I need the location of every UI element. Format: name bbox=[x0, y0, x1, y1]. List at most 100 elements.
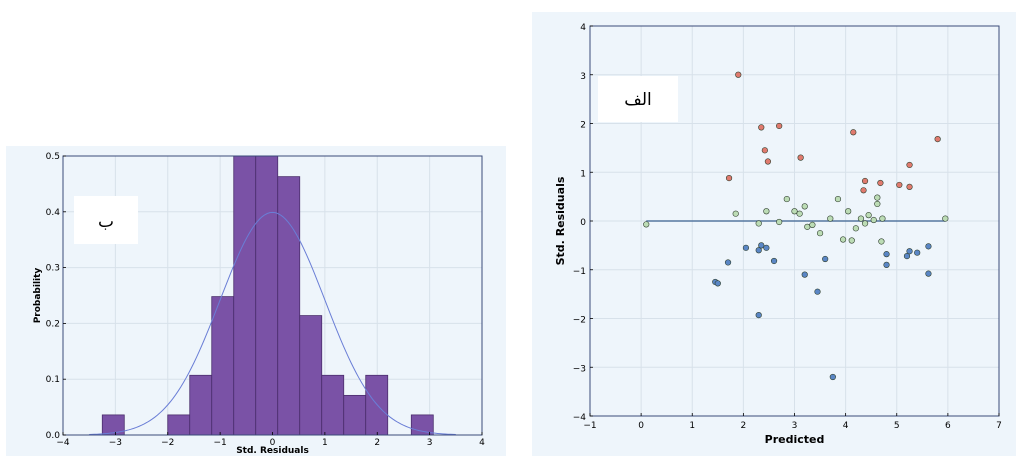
data-point bbox=[725, 175, 733, 182]
x-tick-label: 4 bbox=[479, 438, 485, 448]
data-point bbox=[776, 122, 783, 130]
histogram-bar bbox=[189, 374, 213, 436]
data-point bbox=[814, 288, 821, 295]
data-point bbox=[878, 238, 885, 245]
y-tick-label: −4 bbox=[573, 413, 587, 423]
y-tick-label: 0.2 bbox=[46, 319, 60, 329]
data-point bbox=[758, 242, 765, 249]
data-point bbox=[877, 179, 884, 187]
x-tick-label: −1 bbox=[213, 438, 226, 448]
histogram-panel: −4 −3 −2 −1 0 1 2 3 4 0.0 0.1 0.2 0.3 0.4 0.5 Std. Re… bbox=[6, 146, 506, 456]
y-tick-label: 0.5 bbox=[46, 152, 60, 162]
data-point bbox=[839, 236, 847, 243]
data-point bbox=[796, 210, 803, 217]
data-point bbox=[860, 187, 867, 194]
x-tick-label: 4 bbox=[843, 421, 849, 431]
data-point bbox=[883, 261, 890, 268]
data-point bbox=[783, 195, 790, 203]
x-tick-label: 5 bbox=[894, 421, 900, 431]
histogram-bar bbox=[211, 296, 235, 436]
data-point bbox=[906, 161, 913, 169]
histogram-bar bbox=[343, 394, 367, 436]
x-tick-label: −1 bbox=[583, 421, 596, 431]
x-tick-label: 0 bbox=[270, 438, 276, 448]
data-point bbox=[906, 183, 913, 190]
x-tick-label: 1 bbox=[689, 421, 695, 431]
y-tick-label: −1 bbox=[573, 267, 586, 277]
x-tick-label: −2 bbox=[161, 438, 174, 448]
data-point bbox=[883, 251, 890, 258]
data-point bbox=[791, 208, 798, 215]
histogram-bar bbox=[321, 374, 345, 436]
data-point bbox=[732, 210, 739, 217]
y-tick-label: 0.0 bbox=[46, 431, 61, 441]
y-tick-label: 0 bbox=[580, 218, 586, 228]
data-point bbox=[742, 244, 750, 251]
y-tick-label: −3 bbox=[573, 364, 586, 374]
x-axis-label: Predicted bbox=[765, 433, 825, 446]
data-point bbox=[914, 249, 921, 256]
data-point bbox=[845, 208, 852, 215]
histogram-bar bbox=[255, 155, 279, 436]
data-point bbox=[758, 124, 765, 131]
histogram-bar bbox=[167, 414, 191, 436]
data-point bbox=[755, 311, 762, 319]
data-point bbox=[816, 230, 824, 237]
x-tick-label: 6 bbox=[945, 421, 951, 431]
data-point bbox=[834, 195, 842, 203]
data-point bbox=[857, 215, 865, 222]
data-point bbox=[809, 221, 816, 228]
y-tick-label: 1 bbox=[580, 169, 586, 179]
data-point bbox=[861, 220, 869, 227]
panel-tag-label: الف bbox=[624, 90, 652, 110]
data-point bbox=[801, 203, 808, 210]
data-point bbox=[724, 259, 732, 266]
data-point bbox=[925, 243, 932, 250]
data-point bbox=[942, 215, 949, 222]
x-tick-label: −3 bbox=[109, 438, 122, 448]
data-point bbox=[804, 223, 811, 230]
histogram-bar bbox=[410, 414, 434, 436]
x-tick-label: 1 bbox=[322, 438, 328, 448]
data-point bbox=[829, 373, 836, 381]
scatter-panel: −1 0 1 2 3 4 5 6 7 −4 −3 −2 −1 0 1 2 3 4 Predicted Std. … bbox=[532, 12, 1016, 456]
data-point bbox=[874, 194, 881, 201]
data-point bbox=[925, 270, 932, 277]
x-tick-label: 2 bbox=[741, 421, 747, 431]
x-tick-label: 2 bbox=[374, 438, 380, 448]
y-tick-label: 0.3 bbox=[46, 264, 60, 274]
data-point bbox=[906, 248, 913, 255]
data-point bbox=[761, 147, 768, 154]
data-point bbox=[822, 255, 829, 263]
y-axis-label: Std. Residuals bbox=[554, 176, 567, 265]
data-point bbox=[801, 271, 808, 278]
data-point bbox=[755, 220, 762, 227]
scatter-chart: −1 0 1 2 3 4 5 6 7 −4 −3 −2 −1 0 1 2 3 4 Predicted Std. … bbox=[532, 12, 1016, 456]
x-tick-label: −4 bbox=[56, 438, 70, 448]
data-point bbox=[714, 280, 721, 287]
data-point bbox=[755, 247, 762, 254]
y-tick-label: 2 bbox=[580, 121, 586, 131]
y-tick-label: 0.1 bbox=[46, 375, 60, 385]
data-point bbox=[865, 212, 872, 219]
panel-tag-box bbox=[74, 196, 138, 244]
panel-tag-label: ب bbox=[98, 212, 114, 232]
x-tick-label: 0 bbox=[638, 421, 644, 431]
data-point bbox=[770, 257, 778, 265]
normal-curve bbox=[89, 211, 456, 436]
data-point bbox=[827, 215, 834, 222]
histogram-bar bbox=[365, 374, 389, 436]
y-tick-label: 0.4 bbox=[46, 208, 61, 218]
y-axis-label: Probability bbox=[33, 268, 43, 324]
data-point bbox=[776, 218, 783, 226]
x-tick-label: 3 bbox=[792, 421, 798, 431]
data-point bbox=[934, 135, 941, 143]
data-point bbox=[903, 253, 911, 260]
y-tick-label: 4 bbox=[580, 23, 586, 33]
data-point bbox=[870, 216, 877, 224]
data-point bbox=[861, 177, 869, 185]
panel-tag-box bbox=[598, 76, 678, 122]
data-point bbox=[735, 71, 742, 78]
data-point bbox=[848, 237, 855, 244]
x-axis-label: Std. Residuals bbox=[236, 446, 309, 456]
